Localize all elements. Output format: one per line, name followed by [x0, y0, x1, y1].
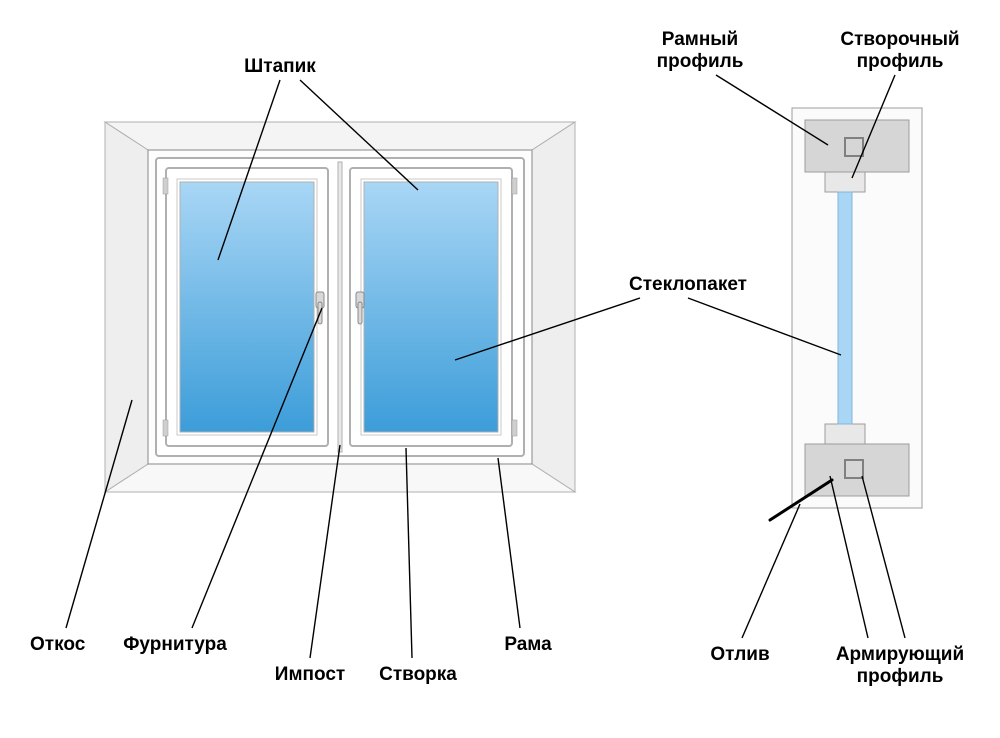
- glass-pane: [180, 182, 314, 432]
- label-text: Армирующий: [836, 644, 964, 665]
- window-diagram: Штапик Откос Фурнитура Импост Створка Рама Рам…: [0, 0, 1000, 738]
- sash-profile-top: [825, 172, 865, 192]
- svg-text:профиль: профиль: [857, 51, 944, 72]
- label-text: Рама: [504, 634, 552, 655]
- window-front: [105, 122, 575, 492]
- label-text: Фурнитура: [123, 634, 227, 655]
- glass-pane: [364, 182, 498, 432]
- frame-profile-top: [805, 120, 909, 172]
- label-text: Отлив: [710, 644, 769, 665]
- label-otliv: Отлив: [710, 504, 800, 665]
- label-text: Импост: [275, 664, 345, 685]
- label-text: Створка: [379, 664, 457, 685]
- glazing-unit: [838, 192, 852, 424]
- svg-text:профиль: профиль: [657, 51, 744, 72]
- label-text: Штапик: [244, 56, 316, 77]
- label-text: Стеклопакет: [629, 274, 747, 295]
- label-text: Откос: [30, 634, 86, 655]
- sash-profile-bottom: [825, 424, 865, 444]
- window-cross-section: [770, 108, 922, 520]
- label-text: Створочный: [840, 29, 959, 50]
- svg-text:профиль: профиль: [857, 666, 944, 687]
- label-text: Рамный: [662, 29, 738, 50]
